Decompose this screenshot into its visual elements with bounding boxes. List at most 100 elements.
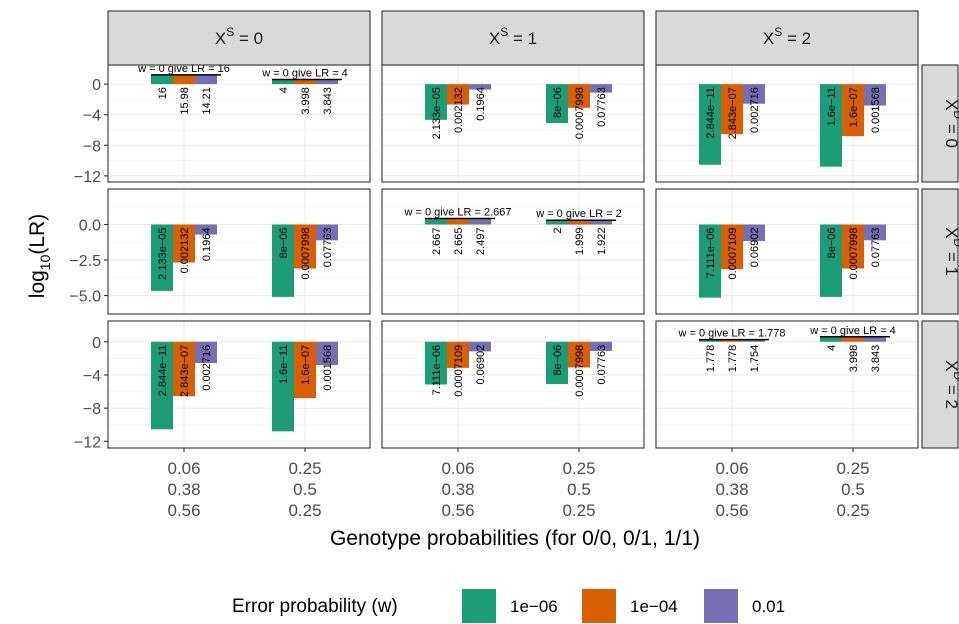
x-tick-label: 0.06 bbox=[441, 459, 474, 478]
data-label: 0.1964 bbox=[475, 87, 487, 121]
bar bbox=[568, 84, 590, 108]
data-label: 2.497 bbox=[475, 228, 487, 256]
bar bbox=[447, 341, 469, 368]
panel-background bbox=[382, 189, 644, 314]
bar bbox=[546, 84, 568, 124]
y-tick-label: −8 bbox=[83, 138, 101, 155]
legend-label: 1e−04 bbox=[630, 597, 678, 616]
bar bbox=[743, 224, 765, 242]
bar bbox=[469, 218, 491, 225]
annotation-label: w = 0 give LR = 2 bbox=[535, 208, 622, 220]
y-tick-label: −4 bbox=[83, 108, 101, 125]
data-label: 0.0007998 bbox=[848, 228, 860, 280]
data-label: 1.6e−11 bbox=[826, 87, 838, 126]
bar bbox=[173, 74, 195, 85]
bar bbox=[699, 339, 721, 342]
x-tick-label: 0.5 bbox=[567, 480, 591, 499]
bar bbox=[842, 336, 864, 342]
x-tick-label: 0.06 bbox=[167, 459, 200, 478]
data-label: 4 bbox=[278, 87, 290, 93]
row-strip-label: XD = 0 bbox=[942, 99, 959, 148]
bar bbox=[546, 220, 568, 225]
data-label: 0.001568 bbox=[322, 345, 334, 391]
data-label: 3.843 bbox=[870, 345, 882, 373]
x-tick-label: 0.5 bbox=[841, 480, 865, 499]
data-label: 2.843e−07 bbox=[179, 345, 191, 397]
y-tick-label: −12 bbox=[74, 434, 101, 451]
bar bbox=[590, 84, 612, 93]
data-label: 1.6e−11 bbox=[278, 345, 290, 384]
column-strip: XS = 1 bbox=[381, 10, 645, 66]
data-label: 0.002132 bbox=[179, 228, 191, 274]
row-strip: XD = 0 bbox=[921, 64, 959, 183]
bar bbox=[743, 84, 765, 104]
y-tick-label: 0.0 bbox=[79, 218, 101, 235]
panel-border bbox=[655, 320, 919, 449]
bar bbox=[195, 341, 217, 364]
bar bbox=[316, 79, 338, 85]
bar bbox=[272, 224, 294, 297]
x-tick-label: 0.38 bbox=[441, 480, 474, 499]
data-label: 1.6e−07 bbox=[848, 87, 860, 127]
strip-background bbox=[921, 320, 959, 449]
column-strip-label: XS = 2 bbox=[763, 25, 811, 48]
data-label: 7.111e−06 bbox=[431, 345, 443, 396]
bar bbox=[842, 224, 864, 269]
bar bbox=[864, 336, 886, 342]
strip-background bbox=[655, 10, 919, 66]
bar bbox=[195, 75, 217, 85]
bar bbox=[699, 84, 721, 165]
legend-swatch bbox=[462, 589, 496, 623]
bar bbox=[195, 224, 217, 235]
bar bbox=[151, 341, 173, 430]
data-label: 0.0007998 bbox=[574, 87, 586, 139]
annotation-label: w = 0 give LR = 1.778 bbox=[677, 328, 785, 340]
data-label: 0.07763 bbox=[870, 228, 882, 268]
bar bbox=[721, 84, 743, 135]
bar bbox=[173, 341, 195, 397]
data-label: 14.21 bbox=[201, 87, 213, 115]
data-label: 2.844e−11 bbox=[157, 345, 169, 397]
legend: Error probability (w) 1e−06 1e−04 0.01 bbox=[232, 589, 785, 623]
legend-swatch bbox=[582, 589, 616, 623]
bar bbox=[294, 224, 316, 269]
legend-swatch bbox=[704, 589, 738, 623]
bar bbox=[294, 341, 316, 399]
facet-panel: 2.667 2.665 2.497 w = 0 give LR = 2.667 2 1.9… bbox=[381, 188, 645, 315]
y-tick-label: 0 bbox=[92, 335, 101, 352]
row-strip-label: XD = 2 bbox=[942, 360, 959, 409]
x-tick-label: 0.25 bbox=[836, 501, 869, 520]
data-label: 7.111e−06 bbox=[705, 228, 717, 279]
bar bbox=[151, 74, 173, 85]
column-strip: XS = 0 bbox=[107, 10, 371, 66]
legend-title: Error probability (w) bbox=[232, 596, 398, 617]
annotation-label: w = 0 give LR = 4 bbox=[261, 68, 348, 80]
data-label: 8e−06 bbox=[552, 345, 564, 376]
data-label: 1.778 bbox=[727, 345, 739, 373]
data-label: 3.998 bbox=[848, 345, 860, 373]
bar bbox=[820, 84, 842, 167]
y-axis-title-tail: (LR) bbox=[26, 214, 49, 255]
x-tick-label: 0.25 bbox=[288, 459, 321, 478]
y-tick-label: 0 bbox=[92, 77, 101, 94]
bar bbox=[820, 224, 842, 297]
column-strip: XS = 2 bbox=[655, 10, 919, 66]
y-tick-label: −8 bbox=[83, 401, 101, 418]
data-label: 1.754 bbox=[749, 345, 761, 373]
data-label: 15.98 bbox=[179, 87, 191, 115]
x-tick-label: 0.25 bbox=[562, 501, 595, 520]
bar bbox=[864, 84, 886, 106]
x-tick-label: 0.38 bbox=[167, 480, 200, 499]
bar bbox=[568, 220, 590, 225]
data-label: 0.1964 bbox=[201, 228, 213, 262]
bar bbox=[546, 341, 568, 385]
data-label: 0.0007109 bbox=[727, 228, 739, 280]
bar bbox=[425, 84, 447, 120]
y-tick-label: −2.5 bbox=[69, 253, 101, 270]
y-tick-label: −5.0 bbox=[69, 289, 101, 306]
x-axis-title: Genotype probabilities (for 0/0, 0/1, 1/… bbox=[330, 527, 700, 550]
bar bbox=[721, 339, 743, 342]
bar bbox=[316, 341, 338, 366]
y-axis-title-main: log bbox=[26, 270, 49, 298]
